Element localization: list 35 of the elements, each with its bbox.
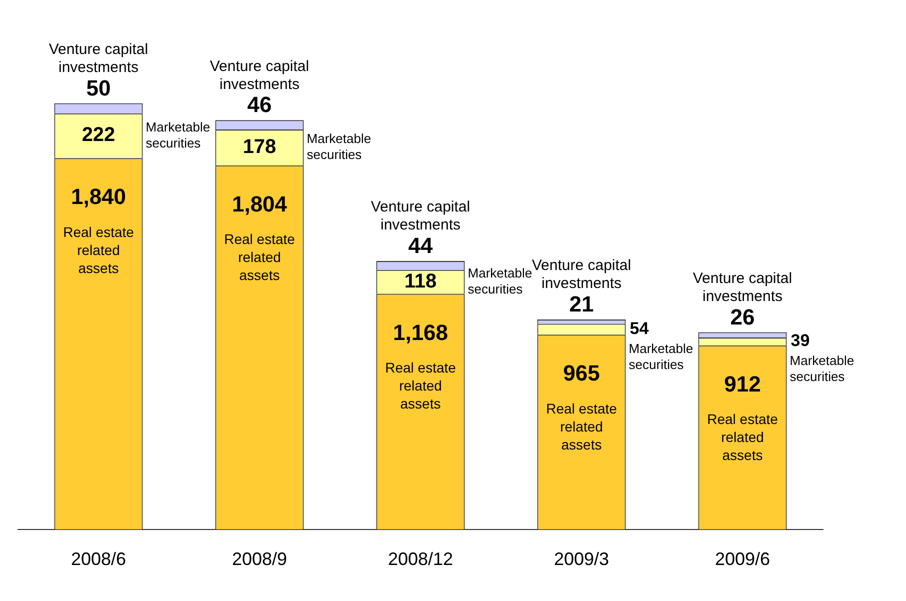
x-tick-label: 2009/6: [714, 549, 770, 570]
data-label: 44: [408, 233, 434, 258]
series-label: Real estate related assets: [224, 231, 296, 284]
text: Venture capital investments: [48, 40, 148, 76]
data-label: 1,168: [392, 320, 448, 345]
x-tick-label: 2009/3: [554, 549, 610, 570]
data-label: 912: [724, 371, 761, 396]
text: Real estate related assets: [63, 224, 134, 276]
data-label: 222: [82, 124, 116, 146]
series-label: Venture capital investments: [370, 198, 470, 234]
data-label: 50: [86, 75, 111, 100]
data-label: 46: [247, 92, 272, 118]
text: Marketable securities: [306, 131, 372, 162]
data-label: 965: [563, 360, 600, 386]
text: Venture capital investments: [692, 270, 792, 305]
text: Marketable securities: [790, 353, 854, 384]
text: Venture capital investments: [532, 257, 632, 292]
text: Real estate related assets: [385, 360, 456, 412]
text: Marketable securities: [628, 340, 694, 372]
data-label: 54: [630, 318, 650, 338]
data-label: 26: [730, 304, 755, 330]
data-label: 39: [790, 331, 810, 350]
text: Real estate related assets: [707, 411, 778, 464]
x-tick-label: 2008/12: [388, 549, 454, 570]
text: Venture capital investments: [210, 58, 310, 93]
text: Marketable securities: [468, 265, 532, 296]
x-tick-label: 2008/6: [70, 549, 126, 570]
series-label: Marketable securities: [146, 119, 210, 150]
data-label: 1,804: [232, 191, 288, 216]
data-label: 1,840: [70, 184, 126, 210]
data-label: 21: [569, 292, 594, 317]
x-tick-label: 2008/9: [232, 549, 288, 570]
text: Real estate related assets: [546, 400, 617, 453]
data-label: 118: [404, 270, 437, 292]
data-label: 178: [242, 136, 276, 158]
